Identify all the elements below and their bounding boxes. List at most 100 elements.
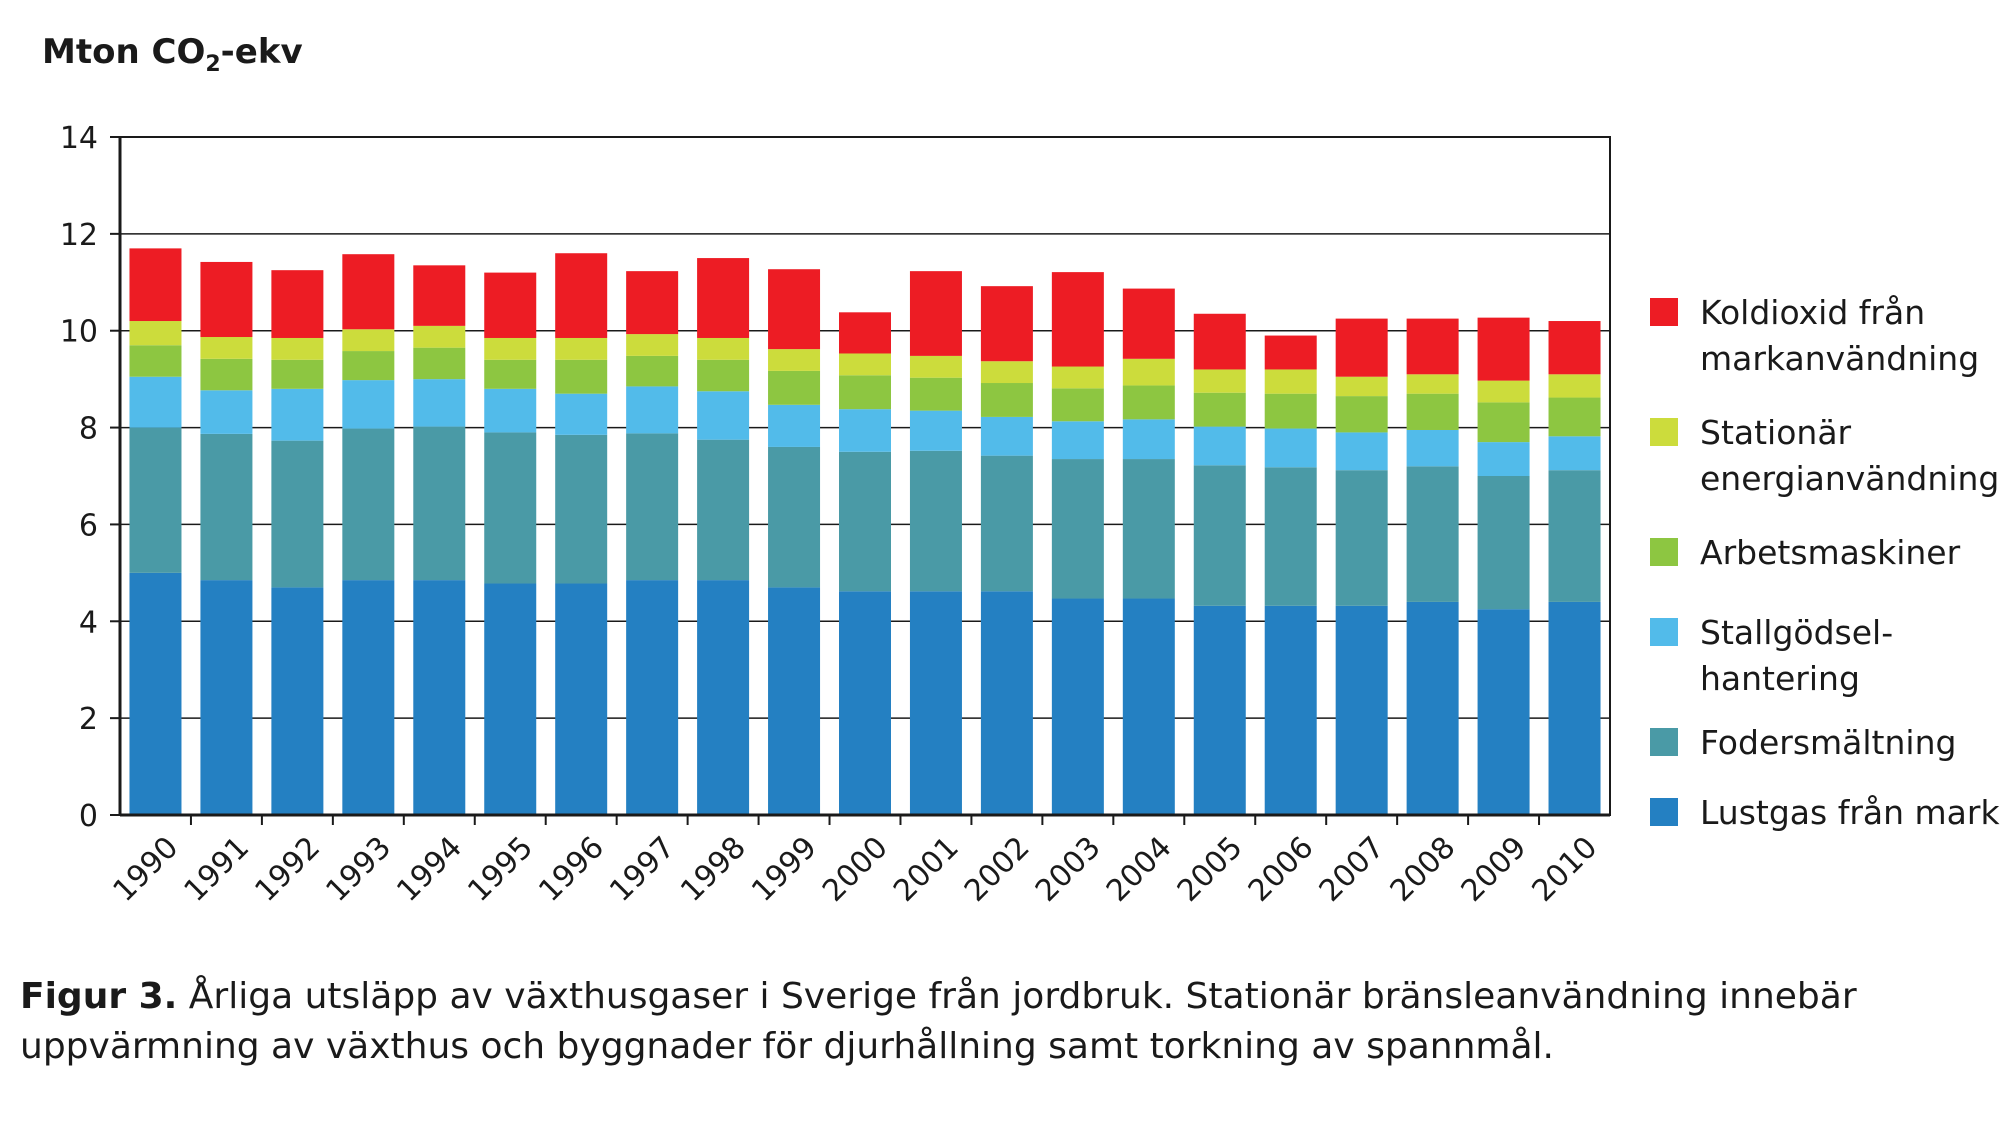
bar-segment-5 [1264,335,1317,370]
bar-segment-0 [271,587,324,815]
bar-segment-1 [555,434,608,584]
bar-segment-5 [342,254,395,330]
bar-segment-4 [1193,369,1246,393]
bar-segment-2 [1548,436,1601,471]
bar-segment-1 [200,433,253,581]
bar-segment-0 [342,580,395,815]
bar-segment-5 [484,272,537,338]
bar-segment-1 [1477,476,1530,610]
bar-segment-1 [342,428,395,581]
bar-segment-3 [1406,393,1459,430]
bar-segment-2 [1335,432,1388,471]
bar-segment-2 [1406,429,1459,467]
bar-segment-3 [1264,393,1317,429]
bar-segment-2 [839,409,891,452]
bar-segment-3 [1335,396,1388,433]
y-axis-label-subscript: 2 [205,51,221,77]
legend-swatch [1650,798,1678,826]
bar-segment-4 [1406,374,1459,394]
x-tick-label: 1992 [248,830,327,909]
bar-segment-4 [839,353,891,376]
bar-segment-5 [768,269,821,350]
x-tick-label: 2008 [1384,830,1463,909]
bar-segment-4 [909,355,962,378]
x-tick-label: 2000 [816,830,895,909]
x-tick-label: 1996 [532,830,611,909]
legend-label: Arbetsmaskiner [1700,533,1961,572]
legend-label: Stationär energianvändning [1700,413,2000,498]
bar-segment-1 [1264,467,1317,606]
bar-segment-4 [413,325,466,348]
bar-segment-0 [484,583,537,815]
legend-label: Fodersmältning [1700,723,1957,762]
x-tick-label: 2003 [1029,830,1108,909]
bar-segment-2 [768,404,821,447]
y-tick-label: 14 [60,121,98,156]
bar-segment-5 [271,270,324,338]
bar-segment-2 [697,391,750,440]
x-tick-label: 2007 [1313,830,1392,909]
legend-label: Stallgödsel-hantering [1700,613,1894,698]
bar-segment-1 [129,427,182,573]
bar-segment-3 [1051,388,1104,422]
bar-segment-2 [1193,426,1246,466]
figure-caption: Figur 3. Årliga utsläpp av växthusgaser … [20,972,1980,1072]
bar-segment-2 [1122,419,1175,460]
bar-segment-4 [129,321,182,346]
bar-segment-3 [413,347,466,380]
bar-segment-5 [697,258,750,338]
bar-segment-5 [1548,321,1601,375]
bar-segment-3 [271,359,324,389]
chart-plot: 0246810121419901991199219931994199519961… [60,121,1611,909]
bar-segment-0 [1193,605,1246,815]
legend-item: Fodersmältning [1650,720,2000,766]
bar-segment-3 [342,351,395,381]
legend-label: Koldioxid från markanvändning [1700,293,1980,378]
bar-segment-3 [129,345,182,377]
legend-item: Arbetsmaskiner [1650,530,2000,576]
y-axis-label-suffix: -ekv [220,32,303,72]
x-tick-label: 2002 [958,830,1037,909]
bar-segment-1 [1122,459,1175,599]
bar-segment-4 [626,334,679,356]
y-tick-label: 8 [79,412,98,447]
bar-segment-3 [980,383,1033,417]
legend-label: Lustgas från mark [1700,793,2000,832]
x-tick-label: 2004 [1100,830,1179,909]
bar-segment-3 [484,359,537,389]
bar-segment-2 [555,393,608,435]
bar-segment-3 [1548,397,1601,437]
bar-segment-3 [909,377,962,411]
bar-segment-5 [1193,313,1246,370]
bar-segment-4 [1335,376,1388,397]
bar-segment-4 [271,337,324,360]
bar-segment-0 [909,591,962,815]
bar-segment-0 [697,580,750,815]
y-tick-label: 2 [79,702,98,737]
bar-segment-1 [1548,470,1601,602]
bar-segment-0 [839,591,891,815]
bar-segment-3 [1193,392,1246,427]
bar-segment-5 [1406,318,1459,375]
bar-segment-1 [1193,465,1246,606]
x-tick-label: 2001 [887,830,966,909]
bar-segment-2 [1264,428,1317,468]
legend-item: Stationär energianvändning [1650,410,2000,502]
bar-segment-4 [1548,374,1601,398]
bar-segment-0 [200,580,253,815]
bar-segment-5 [626,271,679,335]
bar-segment-2 [129,376,182,428]
bar-segment-5 [1335,318,1388,377]
y-tick-label: 12 [60,218,98,253]
bar-segment-5 [1051,272,1104,367]
bar-segment-2 [980,416,1033,456]
bar-segment-0 [1335,605,1388,815]
x-tick-label: 2005 [1171,830,1250,909]
bar-segment-1 [980,455,1033,592]
bar-segment-5 [980,286,1033,362]
y-axis-label-prefix: Mton CO [42,32,206,72]
bar-segment-1 [626,433,679,581]
x-tick-label: 2006 [1242,830,1321,909]
bar-segment-3 [697,359,750,392]
bar-segment-4 [200,337,253,359]
